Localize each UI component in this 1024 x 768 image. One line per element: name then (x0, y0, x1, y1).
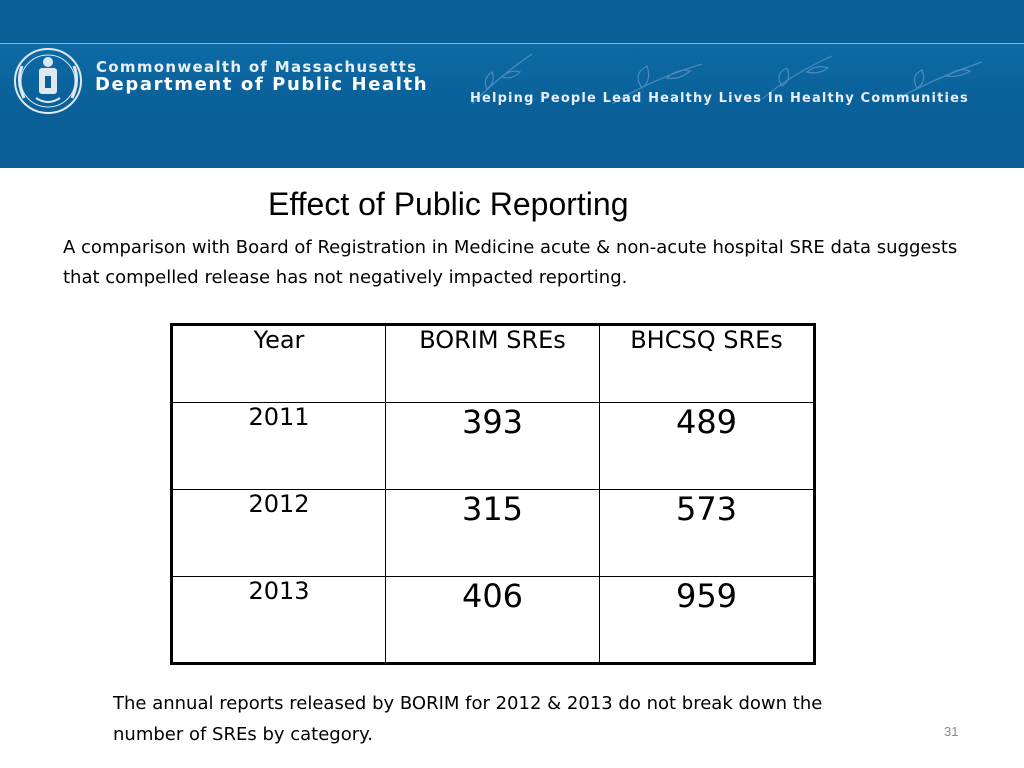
year-cell: 2013 (171, 576, 386, 664)
table-header-row: Year BORIM SREs BHCSQ SREs (171, 324, 815, 403)
column-header-year: Year (171, 324, 386, 403)
leaf-branch-icon (471, 53, 983, 105)
banner-divider (0, 43, 1024, 44)
borim-cell: 315 (385, 489, 600, 577)
bhcsq-cell: 573 (599, 489, 815, 577)
org-name-line2: Department of Public Health (95, 74, 429, 95)
state-seal-icon (14, 48, 82, 114)
banner-band (0, 44, 1024, 116)
year-cell: 2011 (171, 402, 386, 490)
bhcsq-cell: 959 (599, 576, 815, 664)
slide-number: 31 (944, 724, 959, 739)
column-header-bhcsq: BHCSQ SREs (599, 324, 815, 403)
tagline: Helping People Lead Healthy Lives In Hea… (470, 91, 969, 106)
table-row: 2011 393 489 (171, 402, 815, 490)
sre-comparison-table: Year BORIM SREs BHCSQ SREs 2011 393 489 … (170, 323, 816, 665)
bhcsq-cell: 489 (599, 402, 815, 490)
borim-cell: 406 (385, 576, 600, 664)
slide-subtitle: A comparison with Board of Registration … (63, 237, 958, 288)
table-row: 2013 406 959 (171, 576, 815, 664)
column-header-borim: BORIM SREs (385, 324, 600, 403)
year-cell: 2012 (171, 489, 386, 577)
footnote: The annual reports released by BORIM for… (113, 693, 823, 745)
org-name-line1: Commonwealth of Massachusetts (96, 58, 418, 76)
borim-cell: 393 (385, 402, 600, 490)
slide-title: Effect of Public Reporting (268, 186, 629, 222)
header-banner: Commonwealth of Massachusetts Department… (0, 0, 1024, 168)
table-row: 2012 315 573 (171, 489, 815, 577)
